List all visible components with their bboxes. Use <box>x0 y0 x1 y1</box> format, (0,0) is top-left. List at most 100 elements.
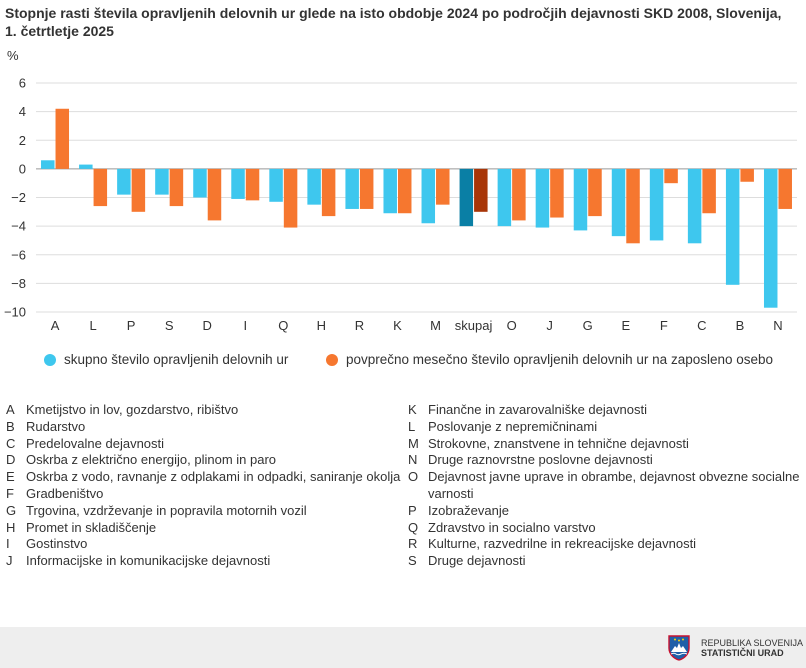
bar-series2-G <box>588 168 602 217</box>
bar-series1-L <box>79 164 93 169</box>
activity-code-description: Predelovalne dejavnosti <box>26 435 165 451</box>
bar-series2-O <box>512 168 526 221</box>
x-tick-label: O <box>507 318 517 333</box>
bar-series1-R <box>345 168 359 209</box>
activity-code-letter: B <box>6 418 15 434</box>
x-tick-label: D <box>203 318 212 333</box>
bar-series2-Q <box>283 168 298 228</box>
y-tick-label: −4 <box>11 219 26 234</box>
x-tick-label: A <box>51 318 60 333</box>
activity-code-description: Strokovne, znanstvene in tehnične dejavn… <box>428 435 689 451</box>
y-tick-label: 4 <box>19 104 26 119</box>
bar-series1-G <box>573 168 588 231</box>
activity-code-letter: R <box>408 536 418 552</box>
activity-code-letter: F <box>6 485 14 501</box>
bar-series1-B <box>725 168 740 285</box>
activity-code-description: Informacijske in komunikacijske dejavnos… <box>26 553 271 569</box>
x-tick-label: N <box>773 318 782 333</box>
x-tick-label: I <box>243 318 247 333</box>
legend-label-series1: skupno število opravljenih delovnih ur <box>64 352 289 367</box>
bar-series2-P <box>131 168 146 212</box>
bar-series1-F <box>649 168 664 241</box>
activity-code-letter: D <box>6 452 16 468</box>
activity-code-description: Druge raznovrstne poslovne dejavnosti <box>428 452 653 468</box>
activity-code-row: J Informacijske in komunikacijske dejavno… <box>6 553 406 570</box>
bar-series1-A <box>41 160 55 169</box>
bar-series1-N <box>763 168 778 308</box>
bar-series2-K <box>397 168 412 214</box>
activity-code-letter: Q <box>408 519 419 535</box>
activity-code-row: I Gostinstvo <box>6 536 406 553</box>
activity-code-row: H Promet in skladiščenje <box>6 520 406 537</box>
org-name: REPUBLIKA SLOVENIJA STATISTIČNI URAD <box>701 638 803 658</box>
y-tick-label: −2 <box>11 190 26 205</box>
x-tick-label: F <box>660 318 668 333</box>
activity-code-row: L Poslovanje z nepremičninami <box>408 419 806 436</box>
activity-code-row: Q Zdravstvo in socialno varstvo <box>408 520 806 537</box>
activity-code-letter: C <box>6 435 16 451</box>
activity-code-letter: K <box>408 402 417 417</box>
activity-code-description: Trgovina, vzdrževanje in popravila motor… <box>26 502 307 518</box>
x-tick-label: B <box>736 318 745 333</box>
org-name-line1: REPUBLIKA SLOVENIJA <box>701 638 804 648</box>
activity-code-description: Kmetijstvo in lov, gozdarstvo, ribištvo <box>26 402 239 417</box>
activity-code-letter: L <box>408 418 416 434</box>
activity-code-letter: I <box>6 536 10 552</box>
bar-series1-C <box>687 168 702 244</box>
bar-series2-S <box>169 168 184 207</box>
activity-code-description: Zdravstvo in socialno varstvo <box>428 519 596 535</box>
bar-series1-J <box>535 168 550 228</box>
x-tick-label: E <box>621 318 630 333</box>
chart-title: Stopnje rasti števila opravljenih delovn… <box>5 5 782 39</box>
org-name-line2: STATISTIČNI URAD <box>701 648 784 658</box>
activity-code-row: S Druge dejavnosti <box>408 553 806 570</box>
bar-series2-L <box>93 168 108 207</box>
activity-code-description: Rudarstvo <box>26 418 86 434</box>
activity-code-letter: H <box>6 519 16 535</box>
activity-code-row: C Predelovalne dejavnosti <box>6 436 406 453</box>
activity-code-description: Gradbeništvo <box>26 485 104 501</box>
bar-series1-M <box>421 168 436 224</box>
bar-series2-H <box>321 168 336 217</box>
activity-code-row: M Strokovne, znanstvene in tehnične dejav… <box>408 436 806 453</box>
x-tick-label: P <box>127 318 136 333</box>
activity-code-letter: G <box>6 502 17 518</box>
activity-code-description: Poslovanje z nepremičninami <box>428 418 598 434</box>
activity-code-row: K Finančne in zavarovalniške dejavnosti <box>408 402 806 419</box>
y-tick-label: −8 <box>11 276 26 291</box>
x-tick-label: G <box>583 318 593 333</box>
activity-code-letter: P <box>408 502 417 518</box>
bar-series2-B <box>740 168 754 182</box>
legend-marker-series2 <box>326 353 338 366</box>
bar-series1-Q <box>269 168 283 202</box>
bar-series2-D <box>207 168 222 221</box>
x-tick-label: J <box>546 318 553 333</box>
bar-series2-F <box>664 168 678 184</box>
bar-series2-I <box>245 168 260 201</box>
bar-series2-R <box>359 168 374 209</box>
footer: REPUBLIKA SLOVENIJA STATISTIČNI URAD <box>0 627 806 668</box>
x-tick-label: K <box>393 318 402 333</box>
activity-code-row: O Dejavnost javne uprave in obrambe, deja… <box>408 469 806 503</box>
legend-label-series2: povprečno mesečno število opravljenih de… <box>346 352 774 367</box>
bar-series1-K <box>383 168 397 214</box>
x-tick-label: S <box>165 318 174 333</box>
activity-code-letter: J <box>6 553 13 569</box>
activity-code-row: F Gradbeništvo <box>6 486 406 503</box>
activity-code-row: E Oskrba z vodo, ravnanje z odplakami in … <box>6 469 406 486</box>
activity-code-row: R Kulturne, razvedrilne in rekreacijske d… <box>408 536 806 553</box>
legend-marker-series1 <box>44 353 56 366</box>
bar-series1-P <box>117 168 131 195</box>
bar-series1-O <box>497 168 512 227</box>
x-tick-label: L <box>89 318 96 333</box>
y-tick-label: 2 <box>19 133 26 148</box>
activity-code-letter: M <box>408 435 419 451</box>
activity-code-description: Gostinstvo <box>26 536 88 552</box>
x-tick-label: R <box>355 318 364 333</box>
bar-series1-I <box>231 168 245 199</box>
activity-code-letter: S <box>408 553 417 569</box>
bar-series2-skupaj <box>474 168 488 212</box>
activity-code-description: Oskrba z vodo, ravnanje z odplakami in o… <box>26 469 401 485</box>
bar-series2-M <box>436 168 450 205</box>
